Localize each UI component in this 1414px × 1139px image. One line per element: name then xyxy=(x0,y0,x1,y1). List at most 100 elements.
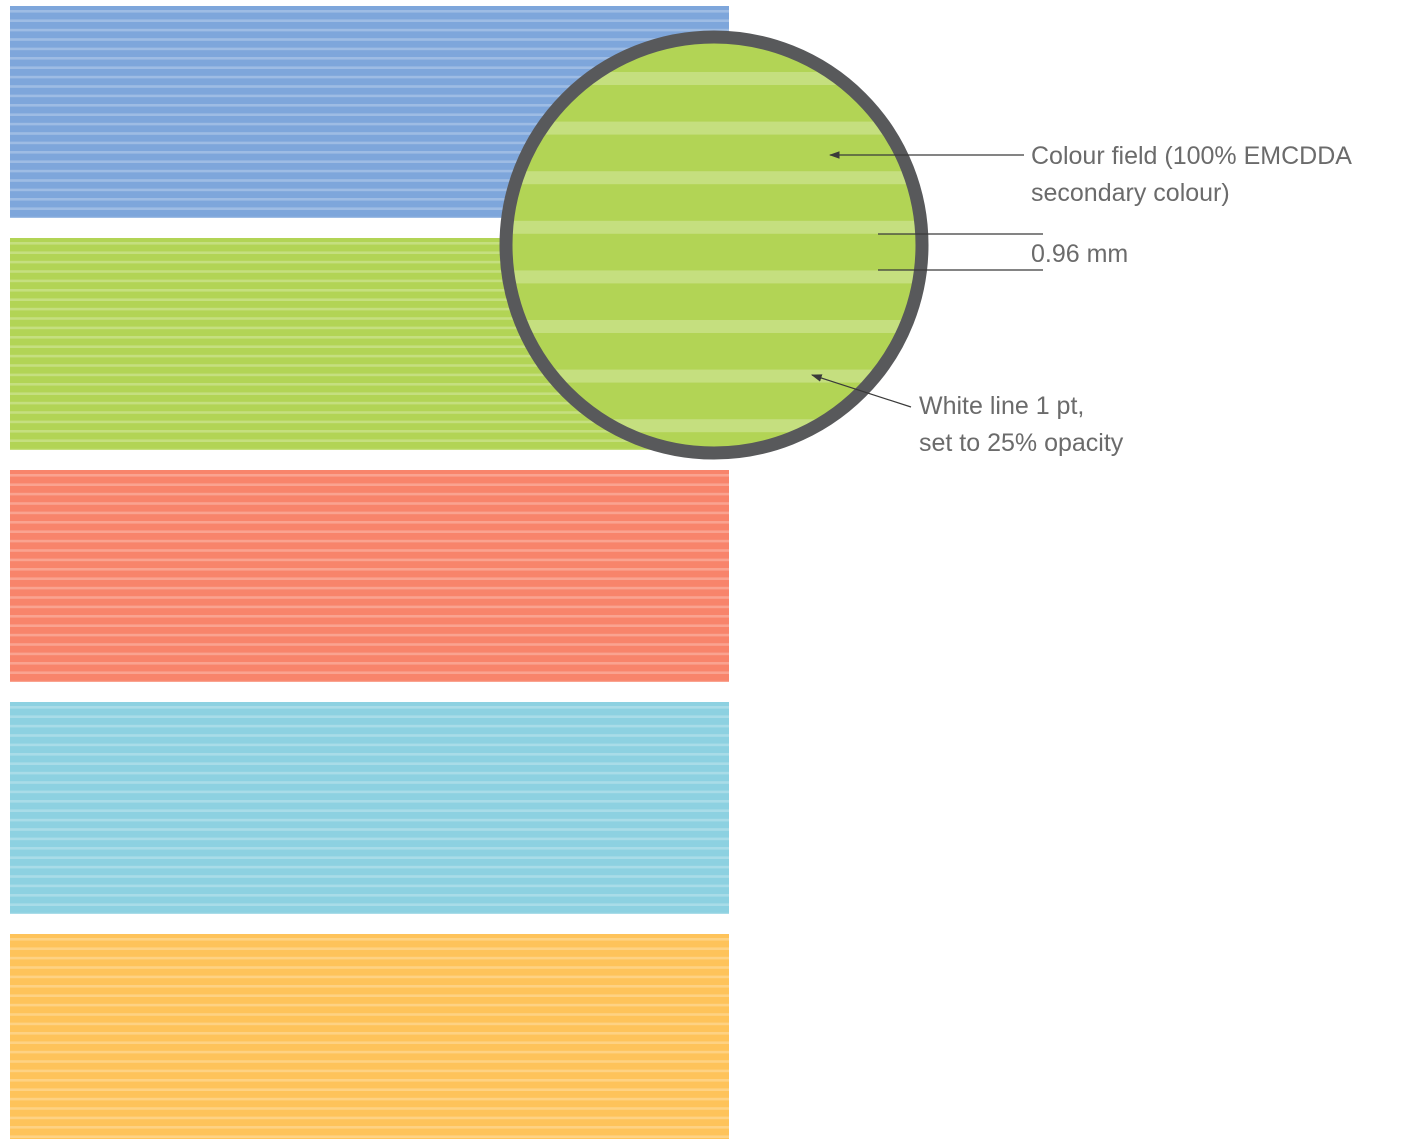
swatch-red xyxy=(10,470,729,684)
white-line xyxy=(10,251,729,254)
white-line xyxy=(10,903,729,906)
white-line xyxy=(10,781,729,784)
white-line xyxy=(10,279,729,283)
white-line xyxy=(10,401,729,405)
white-line xyxy=(10,809,729,812)
white-line xyxy=(10,1069,729,1073)
white-line xyxy=(10,19,729,22)
white-line xyxy=(10,179,729,182)
swatch-orange-lines xyxy=(10,938,729,1138)
white-line xyxy=(10,652,729,656)
white-line xyxy=(10,198,729,201)
white-line xyxy=(10,1022,729,1026)
magnifier-ring xyxy=(499,30,929,460)
white-line xyxy=(10,1013,729,1016)
white-line xyxy=(10,28,729,32)
white-line xyxy=(10,1050,729,1054)
white-line xyxy=(10,242,729,245)
white-line xyxy=(10,1135,729,1138)
magnified-white-line xyxy=(506,270,922,284)
white-line xyxy=(10,260,729,264)
white-line xyxy=(10,912,729,916)
white-line xyxy=(10,298,729,301)
white-line xyxy=(10,47,729,51)
white-line xyxy=(10,483,729,486)
white-line xyxy=(10,207,729,210)
white-line xyxy=(10,270,729,273)
white-line xyxy=(10,364,729,367)
swatch-orange xyxy=(10,934,729,1139)
white-line xyxy=(10,75,729,79)
white-line xyxy=(10,85,729,88)
white-line xyxy=(10,1116,729,1120)
white-line xyxy=(10,345,729,348)
white-line xyxy=(10,160,729,163)
white-line xyxy=(10,938,729,941)
magnified-colour-field xyxy=(506,37,922,453)
white-line xyxy=(10,847,729,850)
white-line xyxy=(10,392,729,395)
white-line xyxy=(10,671,729,674)
white-line-leader-line xyxy=(810,374,912,408)
white-line xyxy=(10,307,729,311)
magnified-white-line xyxy=(506,320,922,333)
colour-field-label-line-1: Colour field (100% EMCDDA xyxy=(1031,142,1352,170)
white-line xyxy=(10,511,729,515)
white-line xyxy=(10,790,729,794)
colour-field-label: Colour field (100% EMCDDA secondary colo… xyxy=(1031,138,1352,212)
swatch-cyan-field xyxy=(10,702,729,914)
swatch-red-lines xyxy=(10,474,729,684)
white-line xyxy=(10,336,729,339)
magnified-white-lines xyxy=(506,72,922,433)
swatch-blue-lines xyxy=(10,10,729,220)
white-line xyxy=(10,492,729,496)
white-line xyxy=(10,596,729,599)
white-line xyxy=(10,586,729,590)
white-line xyxy=(10,448,729,452)
white-line xyxy=(10,762,729,765)
white-line xyxy=(10,474,729,477)
white-line xyxy=(10,966,729,969)
white-line xyxy=(10,122,729,126)
white-line xyxy=(10,1126,729,1129)
swatch-cyan xyxy=(10,702,729,916)
white-line xyxy=(10,1088,729,1091)
white-line xyxy=(10,706,729,709)
white-line xyxy=(10,10,729,13)
white-line xyxy=(10,373,729,377)
white-line xyxy=(10,289,729,292)
white-line xyxy=(10,994,729,997)
white-line xyxy=(10,643,729,646)
white-line xyxy=(10,66,729,69)
white-line xyxy=(10,884,729,888)
white-line xyxy=(10,1060,729,1063)
swatch-green-lines xyxy=(10,242,729,452)
white-line xyxy=(10,317,729,320)
white-line xyxy=(10,141,729,145)
line-spacing-label: 0.96 mm xyxy=(1031,240,1129,268)
white-line xyxy=(10,605,729,609)
white-line xyxy=(10,1079,729,1082)
white-line xyxy=(10,975,729,979)
white-line xyxy=(10,326,729,330)
white-line xyxy=(10,216,729,220)
white-line xyxy=(10,956,729,960)
white-line xyxy=(10,947,729,950)
white-line xyxy=(10,439,729,442)
magnified-white-line xyxy=(506,220,922,234)
white-line xyxy=(10,169,729,173)
white-line xyxy=(10,894,729,897)
white-line-label-line-1: White line 1 pt, xyxy=(919,392,1085,420)
white-line xyxy=(10,383,729,386)
white-line xyxy=(10,875,729,878)
white-line xyxy=(10,1097,729,1101)
white-line xyxy=(10,132,729,135)
white-line xyxy=(10,1032,729,1035)
white-line xyxy=(10,662,729,665)
white-line xyxy=(10,577,729,580)
white-line xyxy=(10,420,729,424)
white-line xyxy=(10,818,729,822)
white-line xyxy=(10,837,729,841)
white-line xyxy=(10,38,729,41)
